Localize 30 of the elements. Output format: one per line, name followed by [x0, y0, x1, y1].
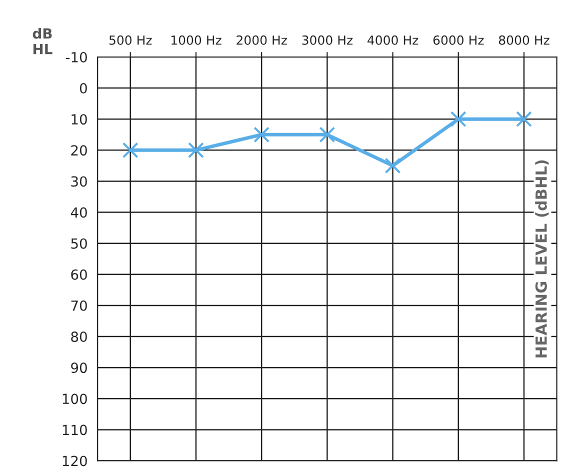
- annotation: HEARING LEVEL (dBHL): [535, 160, 549, 358]
- y-tick-label: 90: [71, 362, 87, 374]
- y-tick-label: -10: [66, 52, 87, 62]
- point: [122, 142, 138, 158]
- point: [254, 126, 270, 143]
- point: [188, 142, 204, 158]
- y-tick-label: 40: [70, 207, 87, 218]
- y-tick-label: 20: [71, 145, 87, 156]
- x-tick-label: 1000 Hz: [171, 35, 222, 45]
- y-tick-label: 0: [80, 83, 87, 94]
- y-axis-title: dB HL: [32, 28, 52, 54]
- point: [384, 158, 401, 174]
- y-tick-label: 80: [71, 331, 87, 342]
- y-tick-label: 70: [71, 300, 87, 311]
- y-tick-label: 10: [72, 114, 87, 125]
- x-tick-label: 4000 Hz: [368, 35, 418, 45]
- x-tick-label: 3000 Hz: [302, 35, 353, 45]
- y-tick-label: 30: [71, 176, 87, 187]
- point: [319, 126, 336, 143]
- x-tick-label: 8000 Hz: [498, 35, 550, 45]
- y-tick-label: 120: [62, 456, 87, 466]
- point: [516, 111, 532, 128]
- y-tick-label: 100: [62, 394, 87, 404]
- y-tick-label: 50: [71, 238, 87, 249]
- y-tick-label: 60: [71, 269, 87, 280]
- point: [450, 111, 466, 128]
- x-tick-label: 6000 Hz: [433, 35, 484, 45]
- x-tick-label: 500 Hz: [109, 35, 152, 45]
- y-tick-label: 110: [62, 424, 87, 436]
- x-tick-label: 2000 Hz: [236, 35, 287, 45]
